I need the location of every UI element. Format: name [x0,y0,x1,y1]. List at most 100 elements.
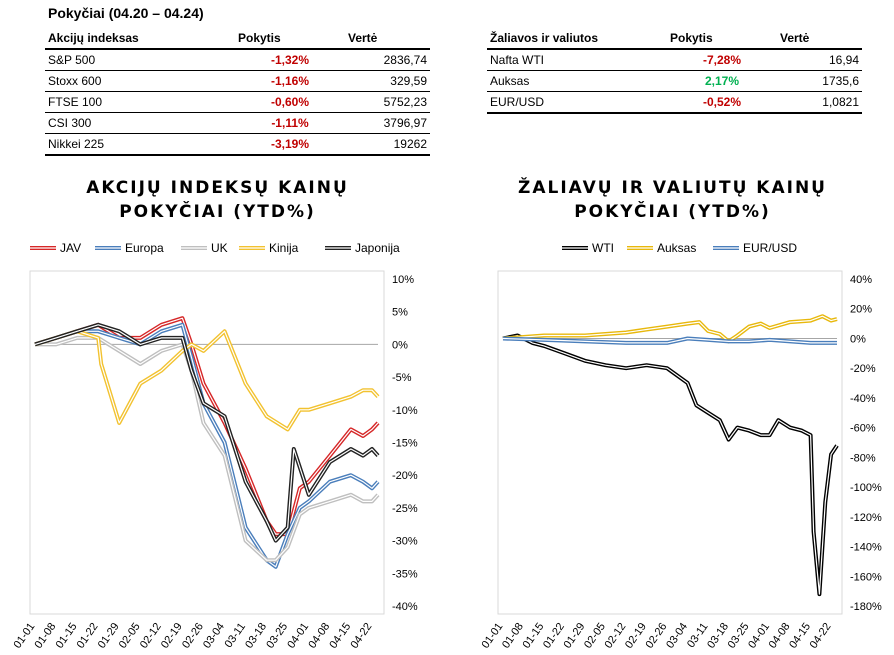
header-value: Vertė [348,31,378,45]
y-tick-label: -40% [850,393,876,405]
plot-area [29,270,385,615]
commodity-fx-chart: 40% 20% 0% -20% -40% -60% -80% -100% -120% -140% -… [479,241,882,651]
x-tick-label: 02-12 [603,621,629,651]
series-japonija-line [34,322,380,543]
plot-area [497,270,843,615]
legend-item: Auksas [627,241,696,255]
y-tick-label: -100% [850,482,882,494]
series-eur-usd-line [502,336,837,345]
y-tick-label: -80% [850,452,876,464]
legend-label: Japonija [355,241,400,255]
row-value: 1735,6 [822,74,859,88]
series-uk-line [35,335,380,563]
legend-label: UK [211,241,228,255]
header-change: Pokytis [670,31,713,45]
equity-index-chart: 10% 5% 0% -5% -10% -15% -20% -25% -30% -35% -40% 01… [11,241,418,651]
row-change: -1,16% [270,74,310,88]
row-change: -7,28% [702,53,742,67]
legend-label: Kinija [269,241,299,255]
chart1-title-line1: AKCIJŲ INDEKSŲ KAINŲ [86,178,349,198]
x-tick-label: 04-22 [348,621,374,651]
indices-table: Akcijų indeksas Pokytis Vertė S&P 500 -1,… [45,28,430,156]
header-index: Akcijų indeksas [48,31,139,45]
x-tick-label: 04-08 [767,621,793,651]
indices-header-row: Akcijų indeksas Pokytis Vertė [45,28,430,49]
y-tick-label: -30% [392,536,418,548]
chart2-title: ŽALIAVŲ IR VALIUTŲ KAINŲ POKYČIAI (YTD%) [475,176,870,224]
x-tick-label: 01-22 [75,621,101,651]
y-tick-label: -5% [392,372,412,384]
x-tick-label: 02-19 [159,621,185,651]
x-tick-label: 02-26 [644,621,670,651]
table-row: S&P 500 -1,32% 2836,74 [45,49,430,71]
x-tick-label: 03-18 [705,621,731,651]
legend-item: Japonija [325,241,400,255]
legend-item: JAV [30,241,81,255]
row-value: 2836,74 [383,53,427,67]
header-value: Vertė [780,31,810,45]
series-kinija-line [34,329,380,432]
commodities-table: Žaliavos ir valiutos Pokytis Vertė Nafta… [487,28,862,114]
series-wti-line [502,333,839,597]
legend-label: JAV [60,241,81,255]
y-tick-label: -10% [392,405,418,417]
x-tick-label: 01-15 [54,621,80,651]
row-name: Auksas [490,74,530,88]
table-row: Nikkei 225 -3,19% 19262 [45,134,430,155]
x-tick-label: 04-22 [808,621,834,651]
chart1-title-line2: POKYČIAI (YTD%) [119,202,316,222]
legend-item: EUR/USD [713,241,797,255]
legend-label: Europa [125,241,164,255]
y-tick-label: -25% [392,503,418,515]
x-tick-label: 04-08 [306,621,332,651]
x-tick-label: 02-05 [582,621,608,651]
x-tick-label: 01-22 [541,621,567,651]
x-tick-label: 02-12 [138,621,164,651]
x-tick-label: 04-01 [285,621,311,651]
x-tick-label: 01-01 [479,621,505,651]
row-name: EUR/USD [490,95,545,109]
x-tick-label: 01-01 [11,621,37,651]
x-tick-label: 03-04 [201,621,227,651]
row-value: 3796,97 [383,116,427,130]
x-tick-label: 03-04 [664,621,690,651]
row-change: -0,60% [270,95,310,109]
x-tick-label: 02-19 [623,621,649,651]
y-tick-label: -40% [392,601,418,613]
y-tick-label: -140% [850,542,882,554]
table-row: Stoxx 600 -1,16% 329,59 [45,71,430,92]
header-commodity: Žaliavos ir valiutos [490,31,599,45]
row-name: Stoxx 600 [48,74,102,88]
y-tick-label: 0% [850,333,866,345]
header-change: Pokytis [238,31,281,45]
row-change: -1,11% [271,116,309,130]
y-tick-label: -35% [392,568,418,580]
row-change: -1,32% [270,53,310,67]
row-value: 5752,23 [383,95,427,109]
row-change: 2,17% [704,74,740,88]
legend-label: Auksas [657,241,696,255]
row-value: 329,59 [390,74,427,88]
y-tick-label: -20% [392,470,418,482]
row-change: -3,19% [270,137,310,151]
y-tick-label: -120% [850,512,882,524]
legend-label: EUR/USD [743,241,797,255]
table-row: EUR/USD -0,52% 1,0821 [487,92,862,113]
page-title: Pokyčiai (04.20 – 04.24) [48,5,204,21]
y-tick-label: 20% [850,304,872,316]
y-tick-label: -15% [392,438,418,450]
x-tick-label: 03-25 [726,621,752,651]
series-auksas-line [502,314,838,344]
row-value: 1,0821 [822,95,859,109]
row-value: 19262 [393,137,427,151]
y-tick-label: -180% [850,601,882,613]
x-tick-label: 01-08 [33,621,59,651]
x-tick-label: 01-15 [521,621,547,651]
x-tick-label: 04-01 [746,621,772,651]
y-tick-label: -160% [850,571,882,583]
series-europa-line [34,322,380,569]
row-name: S&P 500 [48,53,96,67]
chart2-title-line2: POKYČIAI (YTD%) [574,202,771,222]
commodities-header-row: Žaliavos ir valiutos Pokytis Vertė [487,28,862,49]
legend-item: UK [181,241,228,255]
